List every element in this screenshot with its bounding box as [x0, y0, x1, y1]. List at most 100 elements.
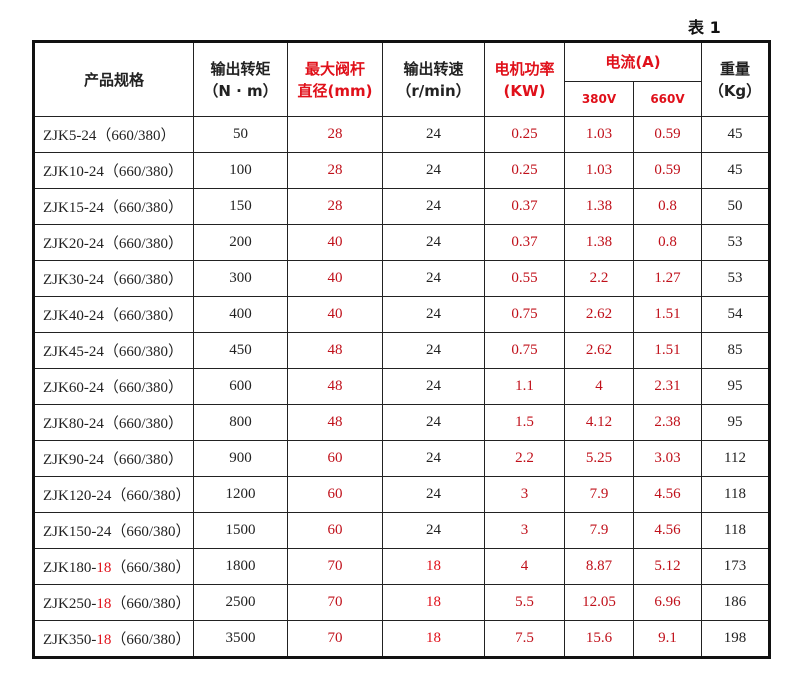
header-power-label: 电机功率 — [494, 59, 555, 78]
cell-stem: 28 — [287, 188, 383, 225]
cell-power: 7.5 — [484, 620, 565, 658]
header-weight-label: 重量 — [719, 59, 750, 78]
cell-model: ZJK10-24（660/380） — [33, 152, 194, 189]
cell-weight: 118 — [701, 476, 770, 513]
cell-current-660: 2.38 — [633, 404, 702, 441]
cell-power: 3 — [484, 512, 565, 549]
cell-weight: 173 — [701, 548, 770, 585]
cell-speed: 24 — [382, 404, 485, 441]
cell-stem: 60 — [287, 440, 383, 477]
cell-weight: 186 — [701, 584, 770, 621]
header-power: 电机功率 (KW) — [484, 41, 565, 117]
header-torque: 输出转矩 （N · m） — [193, 41, 288, 117]
table-row: ZJK80-24（660/380） 800 48 24 1.5 4.12 2.3… — [33, 404, 770, 441]
table-row: ZJK120-24（660/380） 1200 60 24 3 7.9 4.56… — [33, 476, 770, 513]
cell-model: ZJK60-24（660/380） — [33, 368, 194, 405]
model-suffix: （660/380） — [103, 416, 183, 432]
header-stem-label: 最大阀杆 — [304, 59, 365, 78]
cell-speed: 24 — [382, 224, 485, 261]
cell-power: 0.75 — [484, 296, 565, 333]
header-380v: 380V — [564, 81, 634, 117]
table-caption: 表 1 — [688, 18, 721, 37]
cell-torque: 400 — [193, 296, 288, 333]
cell-model: ZJK150-24（660/380） — [33, 512, 194, 549]
cell-torque: 2500 — [193, 584, 288, 621]
cell-weight: 45 — [701, 152, 770, 189]
product-spec-table: 产品规格 输出转矩 （N · m） 最大阀杆 直径(mm) 输出转速 （r/min） … — [32, 40, 771, 659]
cell-current-380: 8.87 — [564, 548, 634, 585]
model-prefix: ZJK20-24 — [43, 236, 104, 252]
table-row: ZJK350-18（660/380） 3500 70 18 7.5 15.6 9… — [33, 620, 770, 658]
cell-power: 4 — [484, 548, 565, 585]
cell-power: 5.5 — [484, 584, 565, 621]
cell-torque: 100 — [193, 152, 288, 189]
model-suffix: （660/380） — [103, 164, 183, 180]
cell-model: ZJK15-24（660/380） — [33, 188, 194, 225]
model-prefix: ZJK80-24 — [43, 416, 104, 432]
cell-current-380: 1.38 — [564, 224, 634, 261]
table-row: ZJK180-18（660/380） 1800 70 18 4 8.87 5.1… — [33, 548, 770, 585]
cell-speed: 24 — [382, 116, 485, 153]
cell-speed: 24 — [382, 476, 485, 513]
cell-torque: 1500 — [193, 512, 288, 549]
cell-torque: 300 — [193, 260, 288, 297]
model-suffix: （660/380） — [103, 452, 183, 468]
model-suffix: （660/380） — [103, 344, 183, 360]
cell-current-660: 0.8 — [633, 188, 702, 225]
model-prefix: ZJK60-24 — [43, 380, 104, 396]
cell-stem: 40 — [287, 296, 383, 333]
cell-current-660: 1.27 — [633, 260, 702, 297]
cell-current-660: 1.51 — [633, 332, 702, 369]
header-speed: 输出转速 （r/min） — [382, 41, 485, 117]
cell-power: 0.37 — [484, 188, 565, 225]
cell-weight: 85 — [701, 332, 770, 369]
cell-weight: 95 — [701, 404, 770, 441]
cell-speed: 24 — [382, 368, 485, 405]
table-row: ZJK5-24（660/380） 50 28 24 0.25 1.03 0.59… — [33, 116, 770, 153]
cell-speed: 18 — [382, 584, 485, 621]
header-660v: 660V — [633, 81, 702, 117]
cell-torque: 600 — [193, 368, 288, 405]
table-row: ZJK40-24（660/380） 400 40 24 0.75 2.62 1.… — [33, 296, 770, 333]
cell-weight: 118 — [701, 512, 770, 549]
cell-current-380: 1.03 — [564, 152, 634, 189]
model-prefix: ZJK150-24 — [43, 524, 112, 540]
model-suffix: （660/380） — [96, 128, 176, 144]
cell-stem: 60 — [287, 512, 383, 549]
cell-power: 3 — [484, 476, 565, 513]
model-prefix: ZJK5-24 — [43, 128, 97, 144]
cell-current-660: 6.96 — [633, 584, 702, 621]
model-prefix: ZJK10-24 — [43, 164, 104, 180]
cell-torque: 800 — [193, 404, 288, 441]
cell-current-660: 4.56 — [633, 476, 702, 513]
cell-current-660: 1.51 — [633, 296, 702, 333]
cell-speed: 18 — [382, 620, 485, 658]
cell-power: 0.37 — [484, 224, 565, 261]
table-row: ZJK60-24（660/380） 600 48 24 1.1 4 2.31 9… — [33, 368, 770, 405]
cell-speed: 18 — [382, 548, 485, 585]
cell-power: 1.1 — [484, 368, 565, 405]
cell-stem: 70 — [287, 584, 383, 621]
model-prefix: ZJK30-24 — [43, 272, 104, 288]
cell-weight: 53 — [701, 224, 770, 261]
cell-current-660: 2.31 — [633, 368, 702, 405]
cell-current-660: 0.59 — [633, 152, 702, 189]
cell-current-660: 5.12 — [633, 548, 702, 585]
table-row: ZJK45-24（660/380） 450 48 24 0.75 2.62 1.… — [33, 332, 770, 369]
cell-weight: 112 — [701, 440, 770, 477]
cell-current-380: 1.38 — [564, 188, 634, 225]
header-model: 产品规格 — [33, 41, 194, 117]
cell-speed: 24 — [382, 332, 485, 369]
header-current: 电流(A) — [564, 41, 702, 82]
cell-stem: 60 — [287, 476, 383, 513]
cell-speed: 24 — [382, 296, 485, 333]
cell-speed: 24 — [382, 440, 485, 477]
header-torque-label: 输出转矩 — [210, 59, 271, 78]
cell-power: 0.25 — [484, 152, 565, 189]
table-row: ZJK90-24（660/380） 900 60 24 2.2 5.25 3.0… — [33, 440, 770, 477]
cell-model: ZJK5-24（660/380） — [33, 116, 194, 153]
model-suffix: （660/380） — [103, 272, 183, 288]
cell-weight: 198 — [701, 620, 770, 658]
header-stem: 最大阀杆 直径(mm) — [287, 41, 383, 117]
cell-model: ZJK20-24（660/380） — [33, 224, 194, 261]
